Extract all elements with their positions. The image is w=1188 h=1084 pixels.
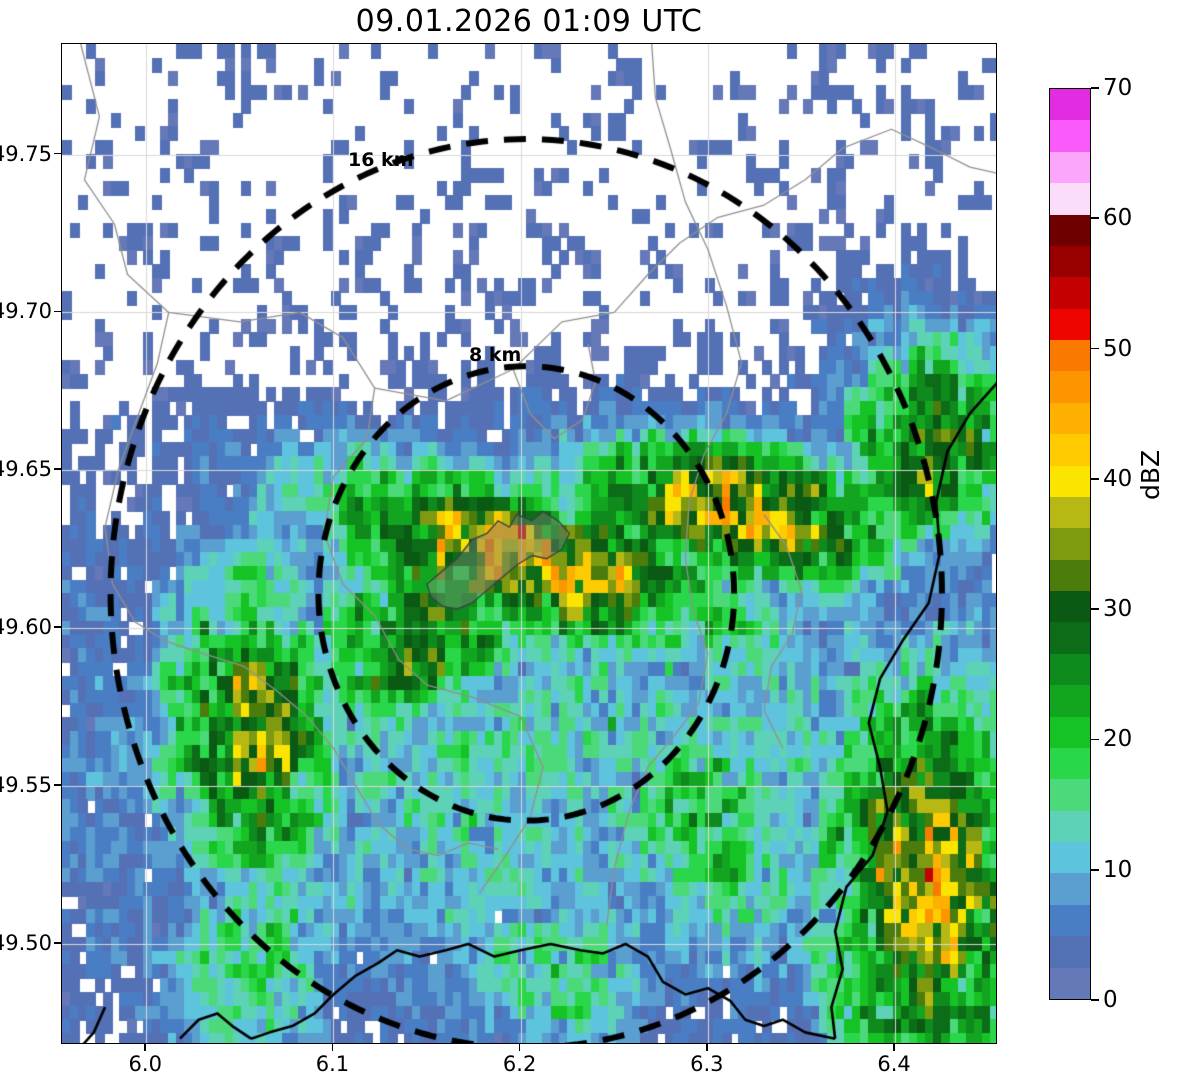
colorbar-tick-label-30: 30: [1103, 596, 1133, 623]
colorbar-tick-mark: [1091, 217, 1099, 220]
x-tick-label-0: 6.0: [128, 1052, 162, 1076]
colorbar-band-21: [1050, 747, 1090, 780]
y-tick-label-1: 49.55: [0, 773, 52, 798]
map-overlay-layer: [62, 44, 996, 1043]
y-tick-mark: [54, 626, 61, 628]
page-title: 09.01.2026 01:09 UTC: [355, 4, 703, 39]
colorbar-band-25: [1050, 873, 1090, 905]
y-tick-label-3: 49.65: [0, 457, 52, 482]
colorbar-band-1: [1050, 120, 1090, 152]
y-tick-mark: [54, 942, 61, 944]
colorbar[interactable]: [1049, 88, 1091, 1000]
x-tick-mark: [331, 1044, 334, 1051]
y-tick-mark: [54, 468, 61, 471]
colorbar-band-14: [1050, 528, 1090, 560]
colorbar-band-7: [1050, 308, 1090, 340]
colorbar-band-8: [1050, 340, 1090, 372]
colorbar-tick-mark: [1091, 478, 1099, 480]
y-tick-mark: [54, 784, 61, 786]
colorbar-axis-label: dBZ: [1136, 449, 1165, 500]
colorbar-band-18: [1050, 653, 1090, 686]
x-tick-label-1: 6.1: [315, 1052, 350, 1076]
range-ring-label-16km: 16 km: [348, 149, 414, 171]
colorbar-band-20: [1050, 716, 1090, 748]
y-tick-label-5: 49.75: [0, 141, 52, 166]
colorbar-tick-mark: [1091, 347, 1099, 350]
colorbar-band-15: [1050, 559, 1090, 591]
colorbar-tick-label-20: 20: [1103, 726, 1133, 753]
colorbar-tick-label-60: 60: [1103, 205, 1133, 232]
colorbar-band-17: [1050, 622, 1090, 654]
x-tick-label-4: 6.4: [877, 1052, 911, 1076]
colorbar-band-23: [1050, 810, 1090, 842]
colorbar-tick-mark: [1091, 999, 1099, 1001]
x-tick-mark: [893, 1044, 895, 1051]
colorbar-band-26: [1050, 904, 1090, 937]
colorbar-tick-mark: [1091, 738, 1099, 741]
colorbar-tick-label-10: 10: [1103, 856, 1133, 883]
range-ring-label-8km: 8 km: [469, 344, 522, 366]
colorbar-band-19: [1050, 685, 1090, 717]
colorbar-band-4: [1050, 214, 1090, 246]
colorbar-band-6: [1050, 277, 1090, 309]
x-tick-mark: [518, 1044, 521, 1051]
x-tick-label-3: 6.3: [690, 1052, 724, 1076]
colorbar-band-10: [1050, 402, 1090, 435]
colorbar-band-22: [1050, 779, 1090, 811]
x-tick-mark: [144, 1044, 147, 1051]
colorbar-band-27: [1050, 936, 1090, 968]
y-tick-label-2: 49.60: [0, 615, 52, 640]
colorbar-band-28: [1050, 967, 1090, 999]
colorbar-tick-mark: [1091, 868, 1099, 871]
y-tick-mark: [54, 152, 61, 155]
colorbar-band-0: [1050, 89, 1090, 121]
x-tick-mark: [706, 1044, 708, 1051]
colorbar-band-16: [1050, 591, 1090, 623]
radar-plot-area[interactable]: 16 km 8 km: [61, 43, 997, 1044]
colorbar-tick-label-50: 50: [1103, 335, 1133, 362]
colorbar-tick-label-0: 0: [1103, 987, 1118, 1013]
colorbar-band-11: [1050, 434, 1090, 466]
colorbar-tick-mark: [1091, 87, 1099, 89]
colorbar-tick-mark: [1091, 608, 1099, 610]
colorbar-band-9: [1050, 371, 1090, 403]
colorbar-band-2: [1050, 151, 1090, 184]
colorbar-band-3: [1050, 183, 1090, 215]
x-tick-label-2: 6.2: [502, 1052, 537, 1076]
colorbar-tick-label-70: 70: [1103, 75, 1133, 101]
colorbar-band-13: [1050, 496, 1090, 529]
colorbar-band-5: [1050, 245, 1090, 278]
y-tick-label-0: 49.50: [0, 930, 52, 955]
y-tick-label-4: 49.70: [0, 299, 52, 324]
colorbar-band-12: [1050, 465, 1090, 497]
colorbar-band-24: [1050, 842, 1090, 874]
y-tick-mark: [54, 310, 61, 313]
colorbar-tick-label-40: 40: [1103, 465, 1133, 492]
